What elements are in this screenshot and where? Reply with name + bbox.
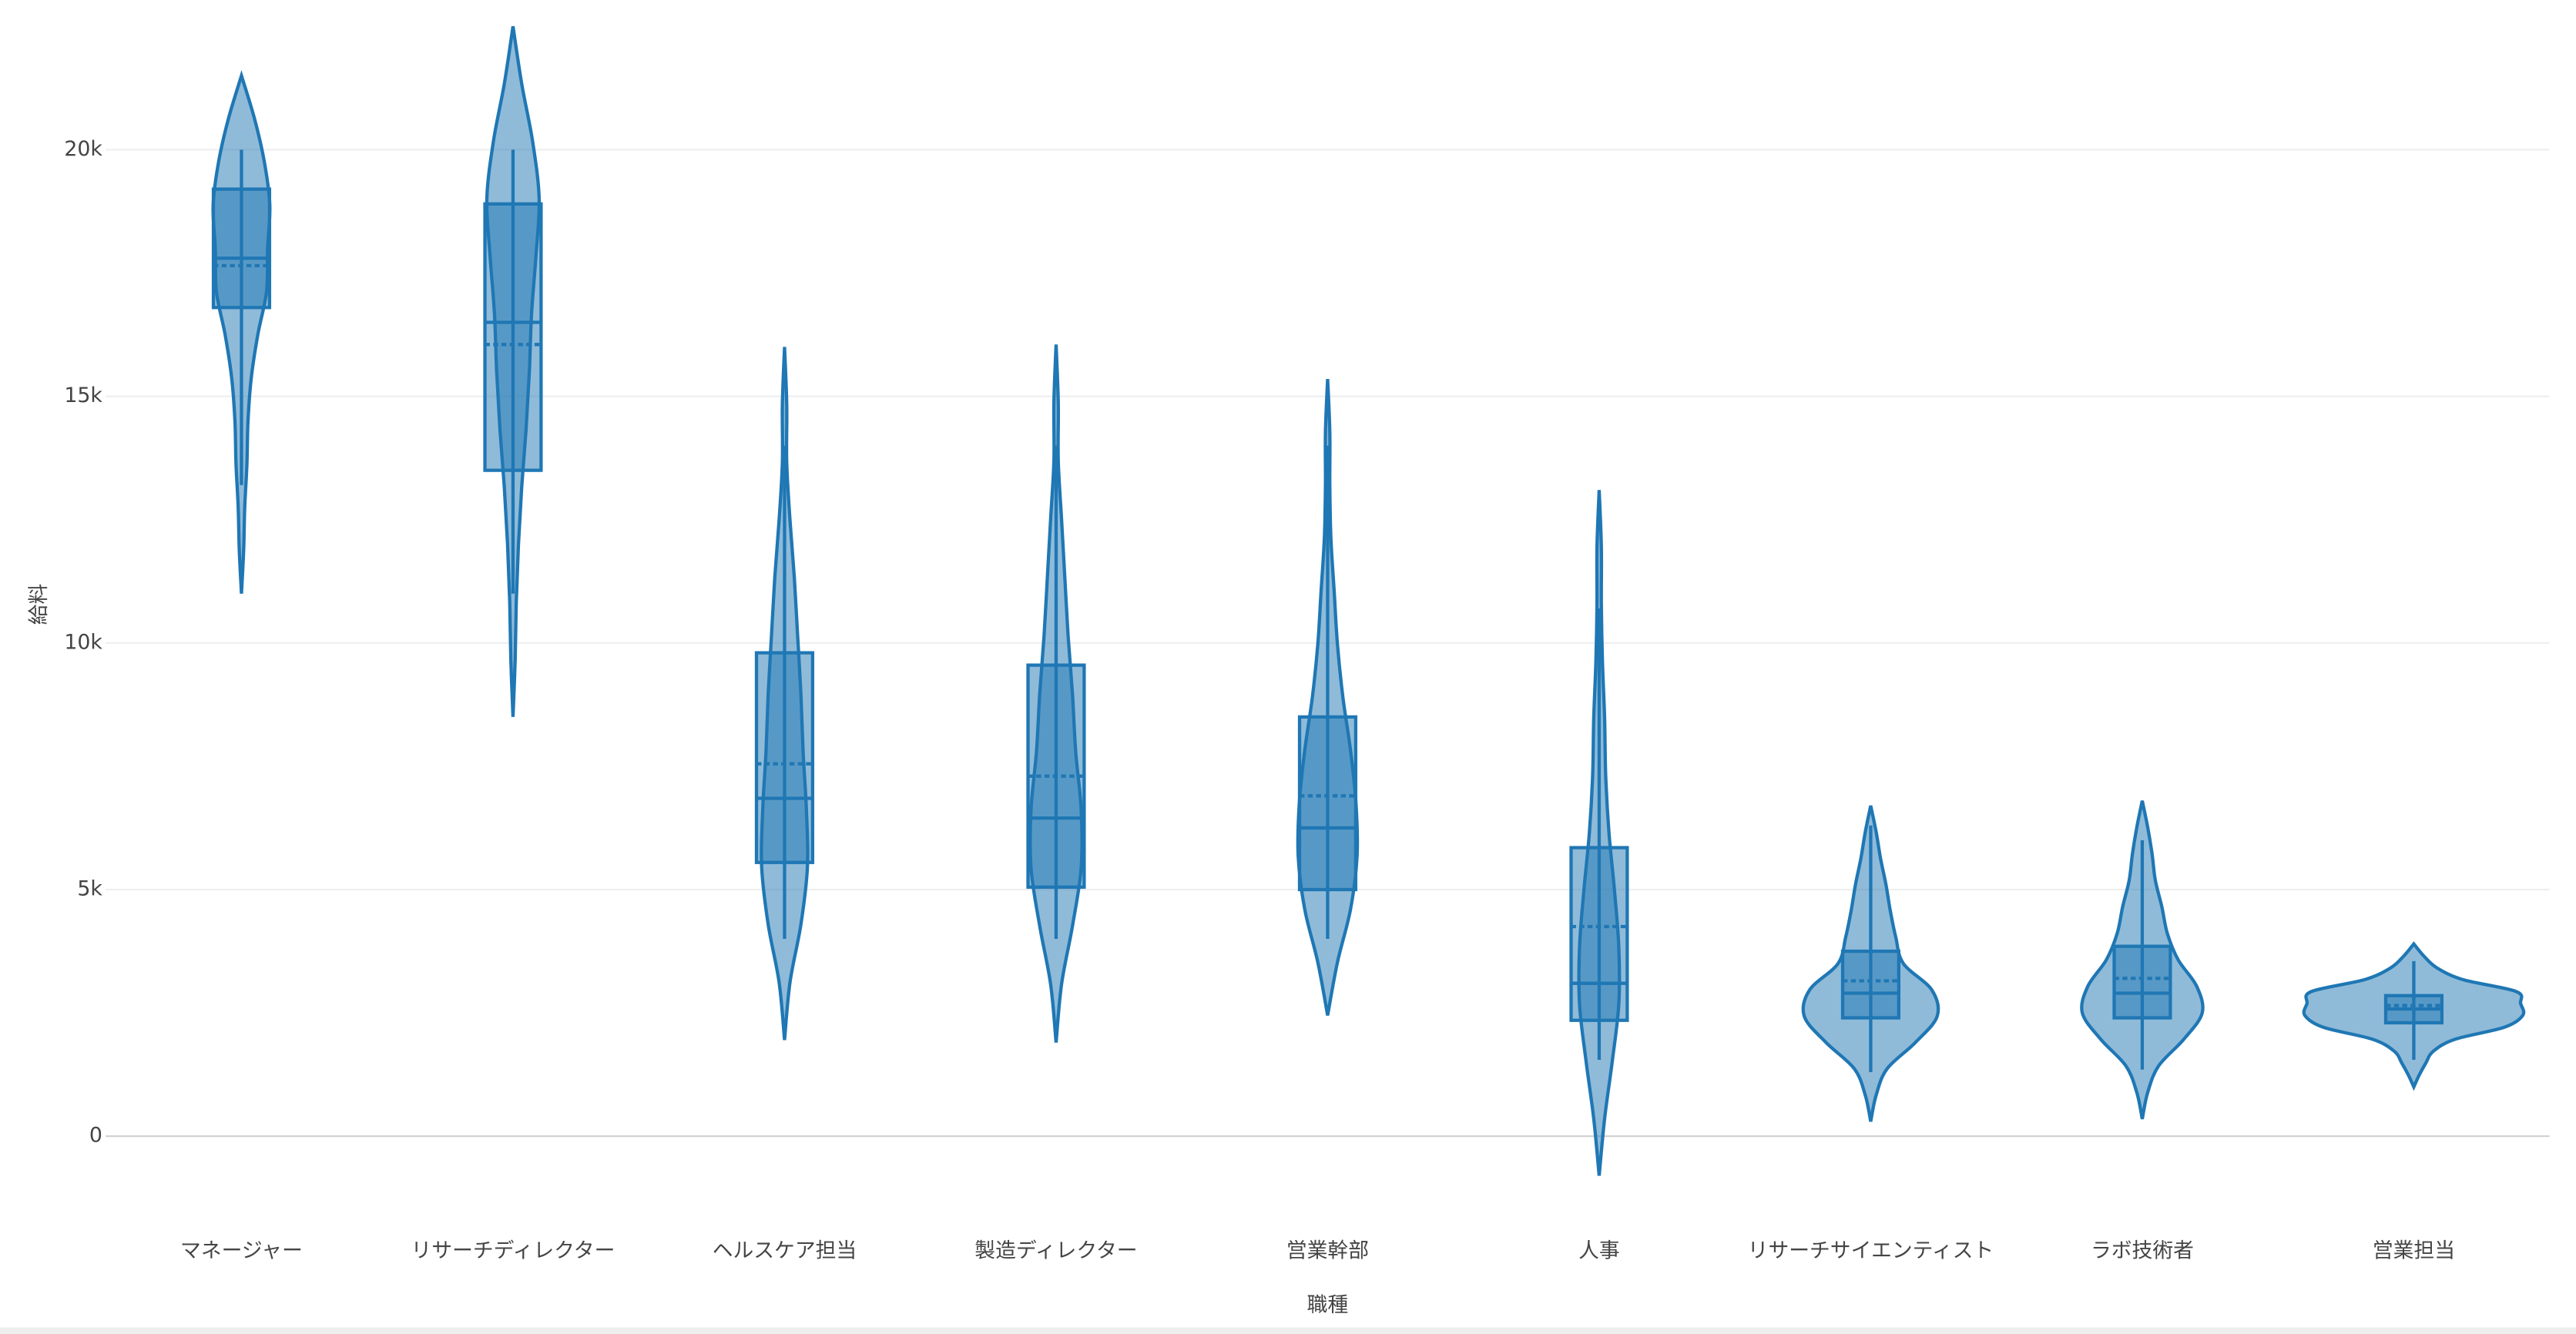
x-axis-title: 職種 [1307,1293,1349,1317]
y-tick-label: 10k [64,630,102,654]
x-tick-label: マネージャー [180,1238,303,1262]
box [1569,846,1629,1022]
y-tick-label: 0 [89,1124,102,1148]
x-tick-label: リサーチディレクター [411,1238,615,1262]
x-tick-label: ラボ技術者 [2091,1238,2194,1262]
x-tick-label: 営業幹部 [1286,1238,1369,1262]
x-tick-label: 営業担当 [2373,1238,2455,1262]
x-tick-label: 製造ディレクター [974,1238,1137,1262]
box [211,187,272,310]
box [483,202,543,472]
y-tick-label: 5k [77,876,102,900]
box [1297,715,1358,892]
footer-strip [0,1327,2576,1334]
y-tick-label: 15k [64,384,102,407]
box [754,651,815,864]
x-tick-label: 人事 [1578,1238,1620,1262]
y-axis-title: 給料 [27,584,51,625]
y-tick-label: 20k [64,137,102,161]
box [1840,949,1901,1020]
x-tick-label: リサーチサイエンティスト [1748,1238,1994,1262]
x-tick-label: ヘルスケア担当 [713,1238,857,1262]
box [2112,944,2172,1020]
